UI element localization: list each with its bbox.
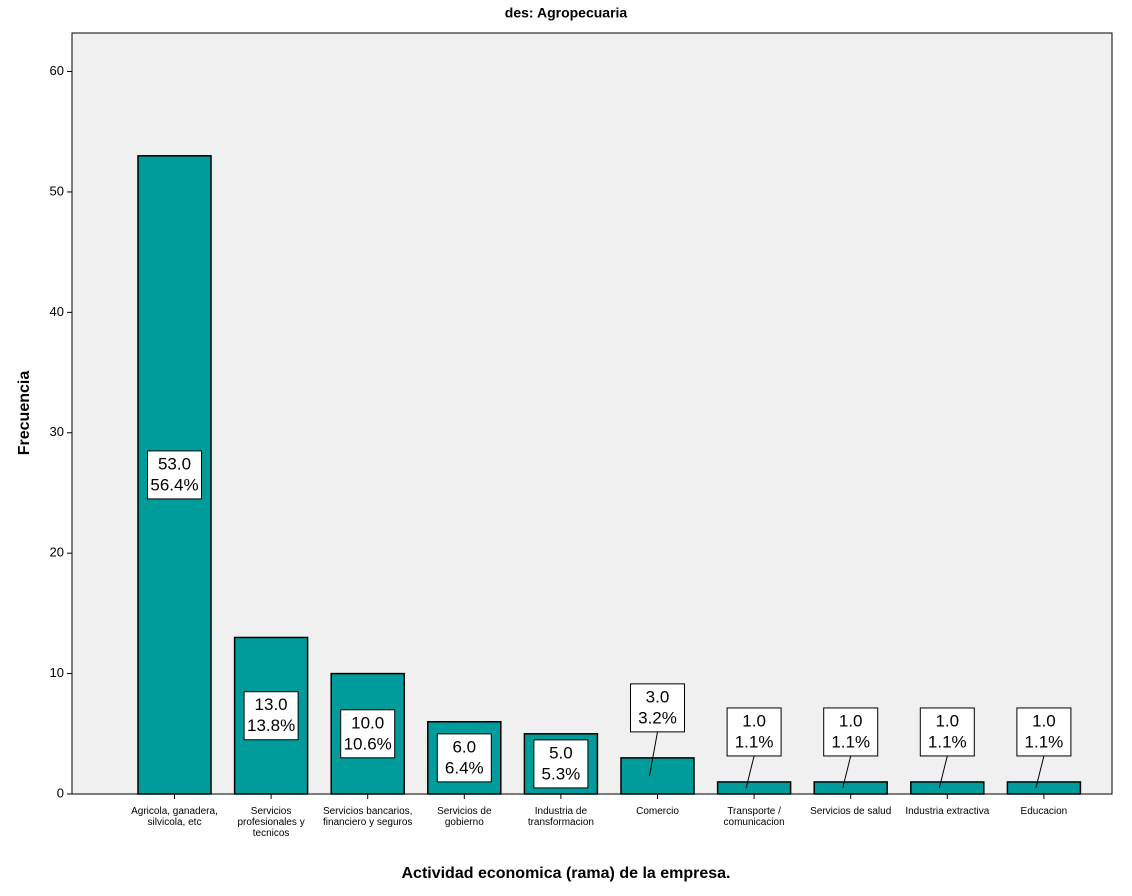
value-label: 5.0 <box>549 743 573 762</box>
value-label: 3.0 <box>646 687 670 706</box>
percent-label: 1.1% <box>735 732 774 751</box>
x-tick-label: Servicios de gobierno <box>437 806 492 828</box>
label-box <box>726 707 782 757</box>
value-label: 13.0 <box>255 695 288 714</box>
y-tick-label: 0 <box>57 785 64 800</box>
label-box <box>436 733 492 783</box>
value-label: 1.0 <box>1032 711 1056 730</box>
y-tick-label: 50 <box>50 183 64 198</box>
bar <box>910 781 985 795</box>
x-tick-label: Industria de transformacion <box>527 806 594 828</box>
label-box <box>147 450 202 500</box>
label-box <box>919 707 975 757</box>
label-box <box>823 707 879 757</box>
percent-label: 3.2% <box>638 708 677 727</box>
y-tick-label: 20 <box>50 545 64 560</box>
x-tick-label: Transporte / comunicacion <box>723 806 785 828</box>
leader-line <box>1035 755 1045 789</box>
y-tick-label: 60 <box>50 63 64 78</box>
x-axis-label: Actividad economica (rama) de la empresa… <box>401 865 730 882</box>
percent-label: 1.1% <box>831 732 870 751</box>
x-tick-label: Servicios profesionales y tecnicos <box>237 806 305 839</box>
y-tick-label: 30 <box>50 424 64 439</box>
x-tick-label: Servicios bancarios, financiero y seguro… <box>322 806 413 828</box>
label-box <box>340 709 396 759</box>
chart-title: des: Agropecuaria <box>505 5 628 21</box>
percent-label: 56.4% <box>150 475 198 494</box>
y-axis-label: Frecuencia <box>16 371 33 456</box>
value-label: 6.0 <box>452 737 476 756</box>
bar <box>620 757 695 795</box>
leader-line <box>745 755 755 789</box>
value-label: 1.0 <box>742 711 766 730</box>
x-tick-label: Servicios de salud <box>810 806 892 817</box>
x-tick-label: Industria extractiva <box>905 806 990 817</box>
x-tick-label: Educacion <box>1020 806 1068 817</box>
percent-label: 1.1% <box>928 732 967 751</box>
bar <box>1006 781 1082 795</box>
label-box <box>533 739 589 789</box>
leader-line <box>842 755 852 789</box>
label-box <box>1016 707 1072 757</box>
value-label: 1.0 <box>935 711 959 730</box>
bar <box>813 781 888 795</box>
y-tick-label: 10 <box>50 665 64 680</box>
label-box <box>630 683 685 733</box>
bar <box>716 781 792 795</box>
percent-label: 13.8% <box>247 716 295 735</box>
x-tick-label: Comercio <box>636 806 679 817</box>
percent-label: 6.4% <box>445 758 484 777</box>
y-tick-label: 40 <box>50 304 64 319</box>
percent-label: 5.3% <box>542 764 581 783</box>
value-label: 1.0 <box>839 711 863 730</box>
plot-area <box>71 32 1113 795</box>
label-box <box>243 691 299 741</box>
value-label: 10.0 <box>351 713 384 732</box>
leader-line <box>649 731 658 777</box>
percent-label: 10.6% <box>344 734 392 753</box>
leader-line <box>938 755 948 789</box>
x-tick-label: Agricola, ganadera, silvicola, etc <box>131 806 218 828</box>
value-label: 53.0 <box>158 454 191 473</box>
percent-label: 1.1% <box>1025 732 1064 751</box>
